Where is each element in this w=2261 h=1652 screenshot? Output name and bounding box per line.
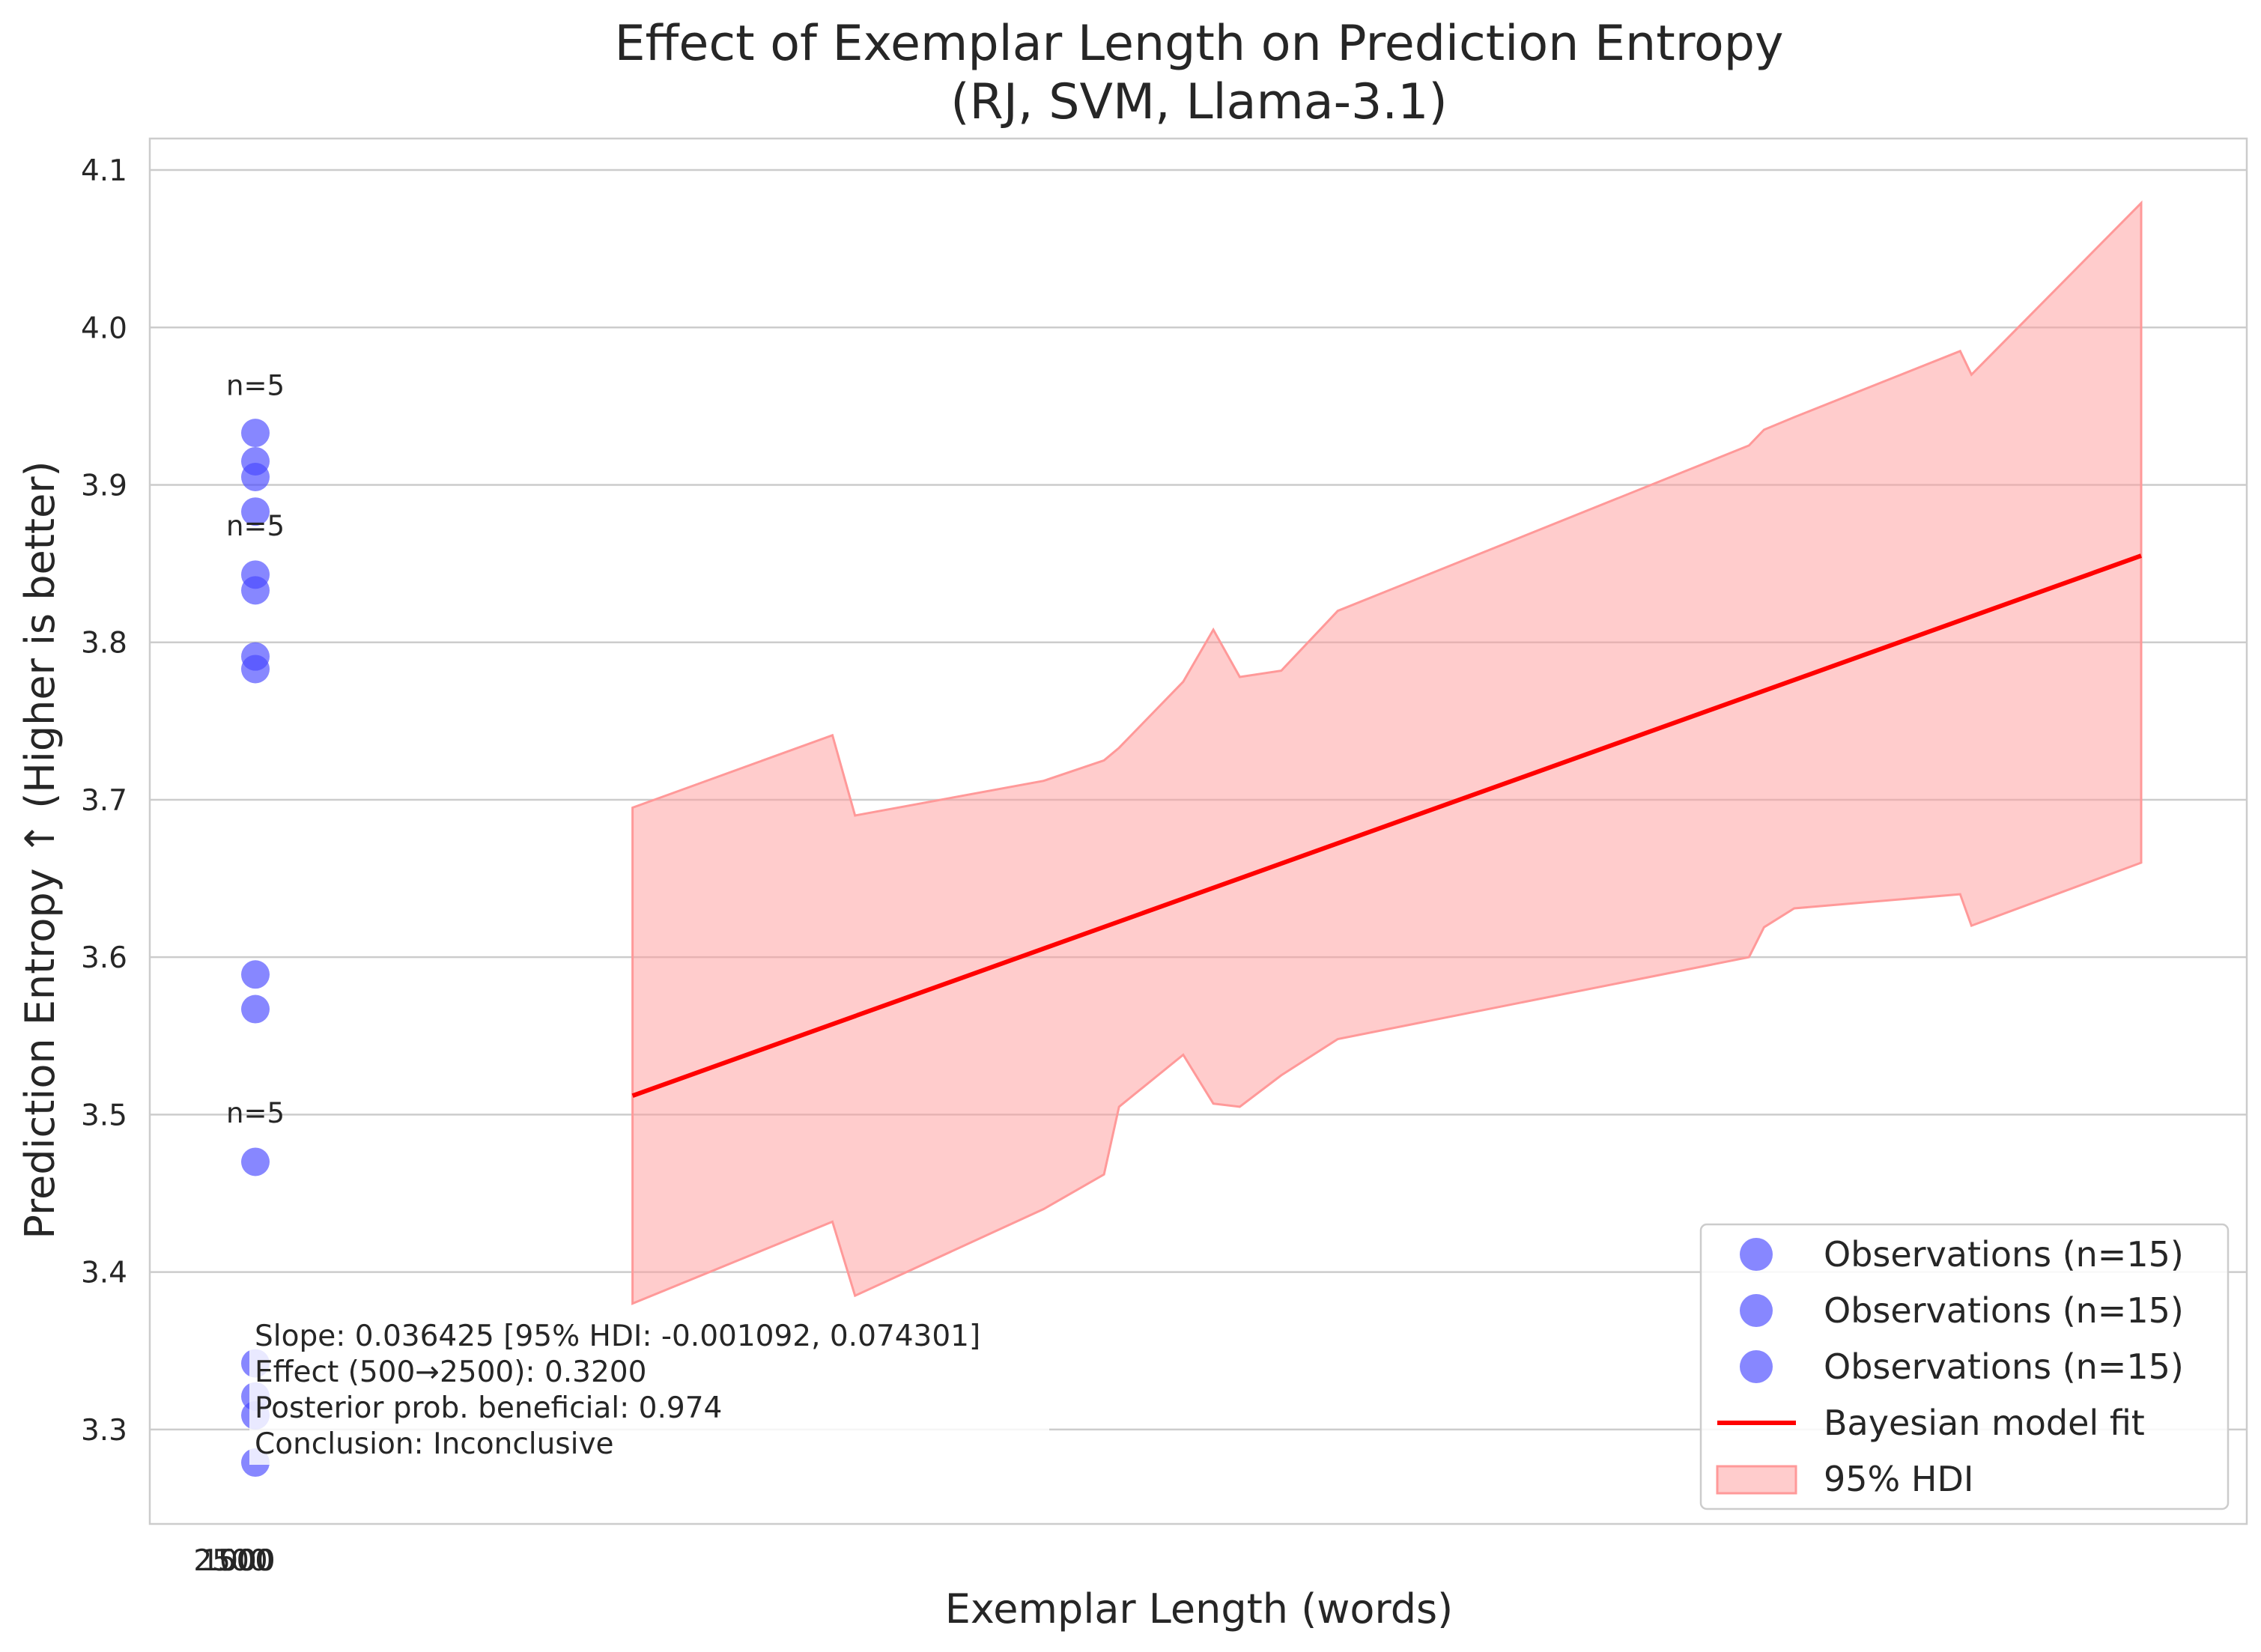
observation-point (241, 497, 270, 526)
legend-frame (1699, 1223, 2230, 1510)
data-layer: n=5 n=5 n=5 (226, 200, 2143, 1478)
x-axis-label: Exemplar Length (words) (945, 1585, 1453, 1633)
observation-point (241, 655, 270, 684)
legend-marker (1740, 1294, 1773, 1327)
group-count-label: n=5 (226, 370, 285, 402)
observation-point (241, 960, 270, 989)
stats-line: Slope: 0.036425 [95% HDI: -0.001092, 0.0… (255, 1320, 980, 1353)
stats-line: Effect (500→2500): 0.3200 (255, 1355, 646, 1389)
legend-patch (1716, 1465, 1797, 1495)
y-tick-label: 3.4 (81, 1257, 127, 1290)
observation-point (241, 1147, 270, 1176)
fit-line (631, 553, 2143, 1099)
observation-point (241, 994, 270, 1024)
y-tick-label: 3.8 (81, 627, 127, 661)
y-tick-label: 3.7 (81, 784, 127, 818)
hdi-band (631, 200, 2143, 1305)
legend-marker (1740, 1350, 1773, 1383)
y-tick-label: 4.0 (81, 312, 127, 345)
observation-point (241, 462, 270, 491)
annotation-layer: Slope: 0.036425 [95% HDI: -0.001092, 0.0… (249, 1315, 1049, 1465)
x-tick-label: 500 (218, 1544, 273, 1578)
chart-subtitle: (RJ, SVM, Llama-3.1) (950, 74, 1448, 130)
legend: Observations (n=15) Observations (n=15) Ob… (1699, 1223, 2230, 1510)
group-count-label: n=5 (226, 510, 285, 542)
chart-title: Effect of Exemplar Length on Prediction … (614, 16, 1783, 72)
x-tick-label: 1000 (201, 1544, 275, 1578)
legend-label: Observations (n=15) (1824, 1346, 2184, 1387)
stats-line: Conclusion: Inconclusive (255, 1427, 614, 1461)
legend-label: 95% HDI (1824, 1459, 1973, 1499)
y-tick-label: 3.6 (81, 941, 127, 975)
y-tick-label: 3.9 (81, 470, 127, 503)
legend-label: Observations (n=15) (1824, 1290, 2184, 1331)
plot-frame (148, 137, 2248, 1525)
legend-marker (1740, 1238, 1773, 1271)
legend-label: Bayesian model fit (1824, 1403, 2145, 1443)
observation-point (241, 419, 270, 448)
observation-point (241, 576, 270, 605)
y-tick-label: 3.5 (81, 1099, 127, 1132)
legend-label: Observations (n=15) (1824, 1234, 2184, 1275)
stats-box (249, 1315, 1049, 1465)
y-tick-label: 4.1 (81, 154, 127, 188)
y-tick-label: 3.3 (81, 1414, 127, 1448)
x-tick-label: 2500 (193, 1544, 267, 1578)
stats-line: Posterior prob. beneficial: 0.974 (255, 1391, 722, 1425)
y-axis-label: Prediction Entropy ↑ (Higher is better) (16, 461, 64, 1239)
group-count-label: n=5 (226, 1097, 285, 1129)
